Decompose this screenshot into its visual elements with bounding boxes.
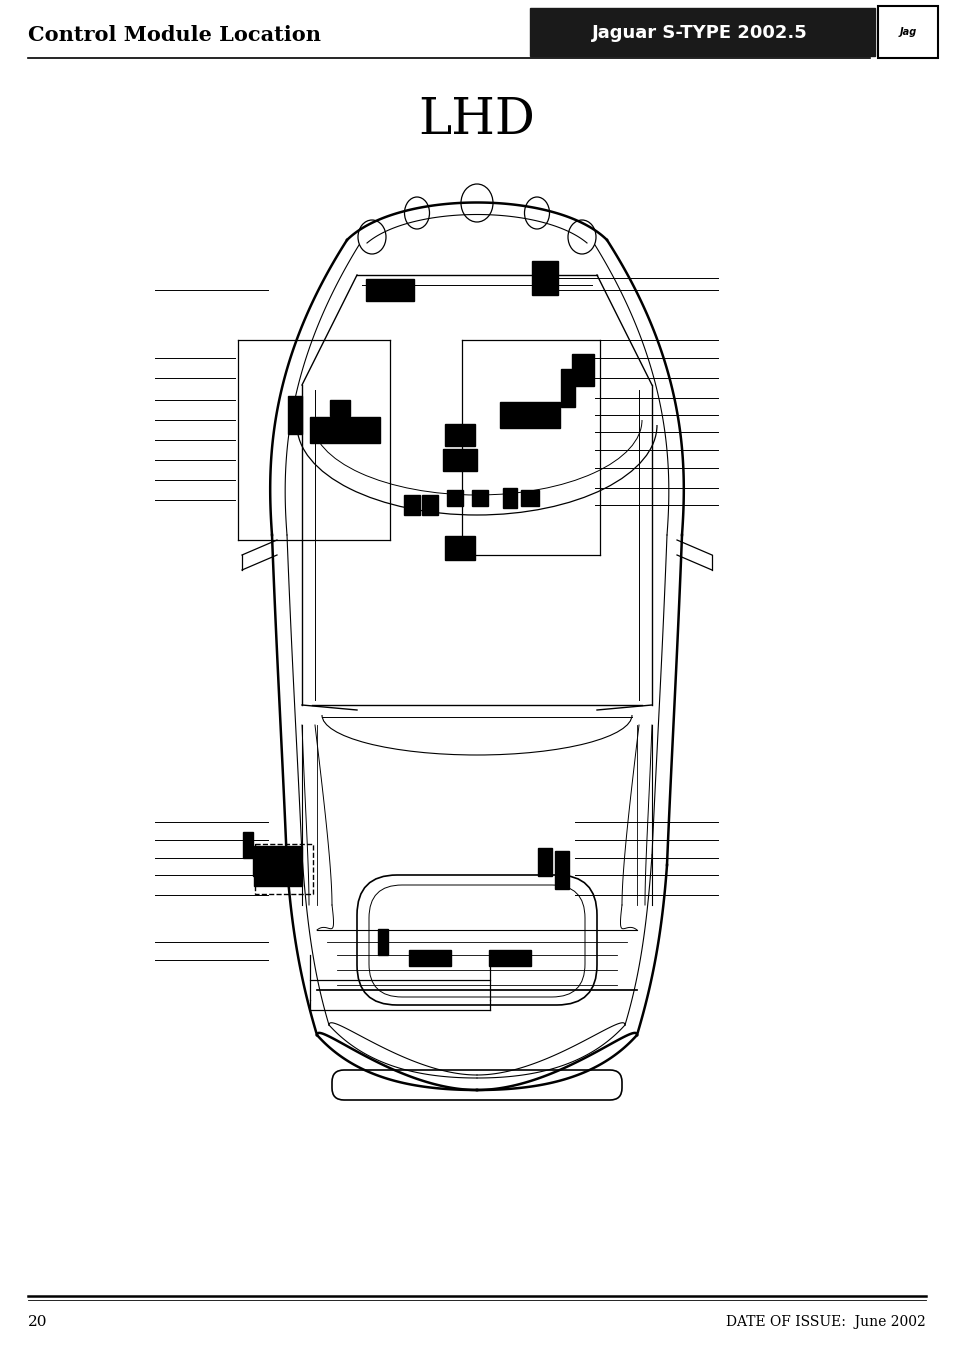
Bar bbox=[520, 491, 538, 506]
Bar bbox=[254, 844, 313, 894]
Bar bbox=[499, 402, 559, 429]
Bar bbox=[444, 425, 475, 446]
Bar bbox=[532, 262, 558, 295]
Bar bbox=[377, 929, 388, 954]
Bar bbox=[560, 369, 575, 407]
Bar bbox=[472, 491, 488, 506]
Bar bbox=[409, 950, 451, 967]
Bar bbox=[530, 8, 874, 57]
Bar bbox=[447, 491, 462, 506]
Text: DATE OF ISSUE:  June 2002: DATE OF ISSUE: June 2002 bbox=[725, 1316, 925, 1329]
Bar bbox=[442, 449, 476, 470]
Bar bbox=[502, 488, 517, 508]
Text: 20: 20 bbox=[28, 1316, 48, 1329]
Text: Control Module Location: Control Module Location bbox=[28, 26, 320, 44]
Bar bbox=[366, 279, 414, 301]
Bar bbox=[489, 950, 531, 967]
Bar bbox=[444, 537, 475, 559]
Bar bbox=[572, 355, 594, 386]
Text: Jag: Jag bbox=[899, 27, 916, 36]
Bar bbox=[877, 5, 937, 58]
Bar bbox=[310, 417, 379, 443]
Bar bbox=[421, 495, 437, 515]
Bar bbox=[403, 495, 419, 515]
Bar bbox=[537, 848, 552, 876]
Bar bbox=[253, 847, 302, 886]
Bar bbox=[243, 832, 253, 857]
Text: LHD: LHD bbox=[418, 96, 535, 144]
Bar bbox=[253, 855, 267, 876]
Bar bbox=[555, 851, 568, 888]
Text: Jaguar S-TYPE 2002.5: Jaguar S-TYPE 2002.5 bbox=[592, 24, 807, 42]
Bar bbox=[330, 400, 350, 417]
Bar bbox=[288, 396, 302, 434]
